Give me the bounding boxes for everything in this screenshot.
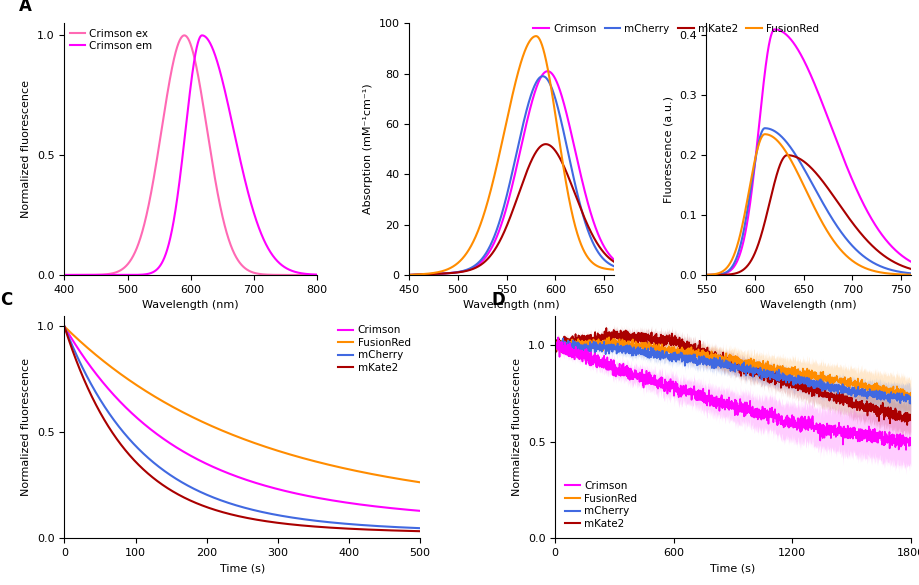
Y-axis label: Normalized fluorescence: Normalized fluorescence [21,80,31,218]
Legend: Crimson, FusionRed, mCherry, mKate2: Crimson, FusionRed, mCherry, mKate2 [334,321,414,377]
Text: D: D [491,291,505,309]
Text: C: C [0,291,13,309]
Text: A: A [19,0,32,15]
Y-axis label: Absorption (mM⁻¹cm⁻¹): Absorption (mM⁻¹cm⁻¹) [363,84,373,215]
X-axis label: Wavelength (nm): Wavelength (nm) [759,300,856,310]
Y-axis label: Normalized fluorescence: Normalized fluorescence [512,358,522,496]
X-axis label: Wavelength (nm): Wavelength (nm) [463,300,560,310]
Y-axis label: Normalized fluorescence: Normalized fluorescence [21,358,31,496]
X-axis label: Time (s): Time (s) [709,563,754,573]
Y-axis label: Fluorescence (a.u.): Fluorescence (a.u.) [663,96,673,202]
Legend: Crimson, FusionRed, mCherry, mKate2: Crimson, FusionRed, mCherry, mKate2 [560,477,641,533]
X-axis label: Time (s): Time (s) [220,563,265,573]
X-axis label: Wavelength (nm): Wavelength (nm) [142,300,239,310]
Legend: Crimson, mCherry, mKate2, FusionRed: Crimson, mCherry, mKate2, FusionRed [528,20,823,38]
Legend: Crimson ex, Crimson em: Crimson ex, Crimson em [70,29,153,51]
